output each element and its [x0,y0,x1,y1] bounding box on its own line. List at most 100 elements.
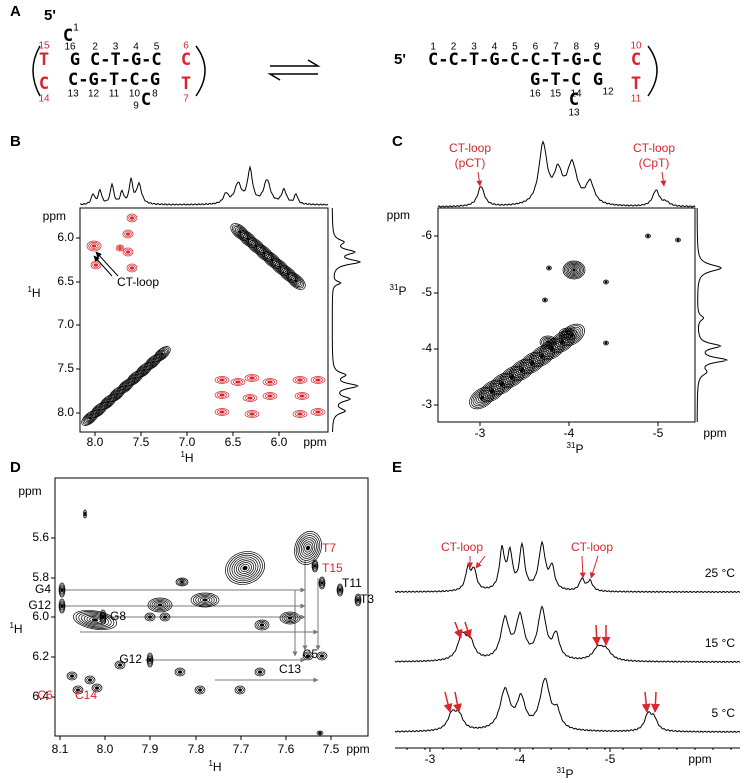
contour [133,376,137,380]
contour [90,243,98,249]
contour [316,730,324,736]
spectrum-trace [394,540,741,594]
spectrum-trace [437,140,696,208]
axis-title-main: H [14,622,23,636]
contour [338,586,342,594]
axis-unit: ppm [703,426,726,440]
contour [275,262,285,272]
nucleotide-number: 12 [602,87,614,98]
contour [86,616,104,624]
contour [286,272,306,290]
contour [564,331,572,337]
contour [304,543,312,553]
contour [676,238,680,242]
contour [122,229,134,239]
contour [129,266,135,270]
contour [244,410,260,418]
contour [547,266,551,270]
annotation-arrow [93,255,113,277]
contour [91,683,103,693]
contour [160,352,164,356]
contour [66,671,78,681]
strand-end: 5' [394,51,406,68]
contour [565,262,583,278]
contour [219,393,225,397]
contour [570,267,578,273]
nucleotide-number: 15 [550,89,562,100]
contour [106,400,110,404]
contour [242,394,258,402]
contour [281,268,295,280]
contour [304,652,312,660]
contour [237,688,243,692]
contour [175,577,189,587]
residue-label: T15 [322,561,343,575]
annotation: CT-loop [633,141,675,155]
nucleotide-number: 3 [471,42,477,53]
contour [265,254,279,266]
axis-title-main: H [213,760,222,774]
loop-bracket [195,45,206,97]
panel-label: D [10,459,21,476]
contour [230,378,246,386]
contour [299,537,317,559]
contour [249,376,255,380]
contour [60,603,64,609]
contour [560,328,576,340]
contour [235,227,245,237]
contour [156,348,168,360]
contour [542,297,548,303]
contour [216,392,228,398]
contour [85,413,95,423]
panel-label: C [392,133,403,150]
contour [58,598,66,614]
x-tick-label: 7.5 [323,742,340,756]
contour [251,241,261,251]
contour [59,584,65,596]
x-tick-label: -3 [475,426,486,440]
contour [68,672,76,680]
contour [100,395,116,409]
nucleotide-number: 16 [64,42,76,53]
annotation-arrow [641,691,651,713]
contour [238,562,252,574]
contour [86,676,94,684]
x-tick-label: 6.5 [225,435,242,449]
contour [144,612,156,622]
contour [174,667,186,677]
contour [244,374,260,382]
contour [300,539,316,557]
contour [539,335,557,349]
contour [233,226,247,238]
axis-unit: ppm [688,752,711,766]
contour [146,652,154,668]
contour [147,615,153,619]
nucleotide-number: 6 [183,41,189,52]
contour [124,230,132,238]
contour [117,378,135,394]
contour [86,415,94,421]
contour [356,596,360,604]
contour [214,408,230,416]
sequence: C-G-T-C-G [68,70,160,90]
y-tick-label: 6.4 [32,689,49,703]
axis-title: 31P [557,766,574,781]
y-tick-label: -5 [421,285,432,299]
nucleotide-number: 11 [631,94,642,105]
x-tick-label: -4 [515,752,526,766]
contour [91,403,107,417]
y-tick-label: 7.5 [57,361,74,375]
nucleotide-number: 1 [430,42,436,53]
y-tick-label: 6.0 [57,230,74,244]
contour [58,582,66,598]
nucleotide: T [39,50,49,70]
contour [103,397,113,407]
contour [256,620,268,630]
contour [151,360,155,364]
contour [83,511,87,517]
annotation-arrow [443,691,453,713]
nucleotide: T [631,74,641,94]
nucleotide-number: 14 [570,89,582,100]
contour [296,393,308,399]
contour [236,686,244,694]
